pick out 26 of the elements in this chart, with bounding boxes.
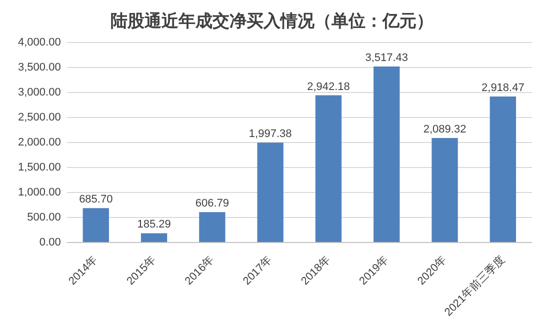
y-tick-label: 2,500.00 bbox=[18, 111, 61, 124]
y-tick-label: 1,000.00 bbox=[18, 186, 61, 198]
bar bbox=[490, 96, 516, 242]
chart-title: 陆股通近年成交净买入情况（单位：亿元） bbox=[110, 12, 434, 32]
data-label: 2,918.47 bbox=[482, 82, 524, 94]
data-label: 3,517.43 bbox=[365, 52, 408, 64]
y-tick-label: 3,500.00 bbox=[18, 61, 61, 74]
y-tick-label: 2,000.00 bbox=[18, 136, 61, 148]
data-label: 2,089.32 bbox=[423, 124, 466, 136]
data-label: 2,942.18 bbox=[307, 80, 350, 93]
bar bbox=[315, 95, 342, 242]
bar bbox=[82, 208, 109, 242]
y-tick-label: 0.00 bbox=[39, 236, 61, 249]
bar bbox=[432, 138, 458, 242]
data-label: 606.79 bbox=[195, 198, 230, 210]
data-label: 185.29 bbox=[137, 218, 171, 231]
bar bbox=[257, 142, 284, 242]
y-tick-label: 4,000.00 bbox=[18, 36, 61, 48]
bar bbox=[199, 212, 226, 242]
y-tick-label: 1,500.00 bbox=[18, 161, 61, 174]
data-label: 685.70 bbox=[79, 194, 113, 206]
y-tick-label: 500.00 bbox=[27, 211, 61, 224]
bar bbox=[140, 233, 168, 242]
y-tick-label: 3,000.00 bbox=[18, 86, 61, 98]
data-label: 1,997.38 bbox=[248, 128, 292, 140]
bar bbox=[374, 66, 400, 242]
